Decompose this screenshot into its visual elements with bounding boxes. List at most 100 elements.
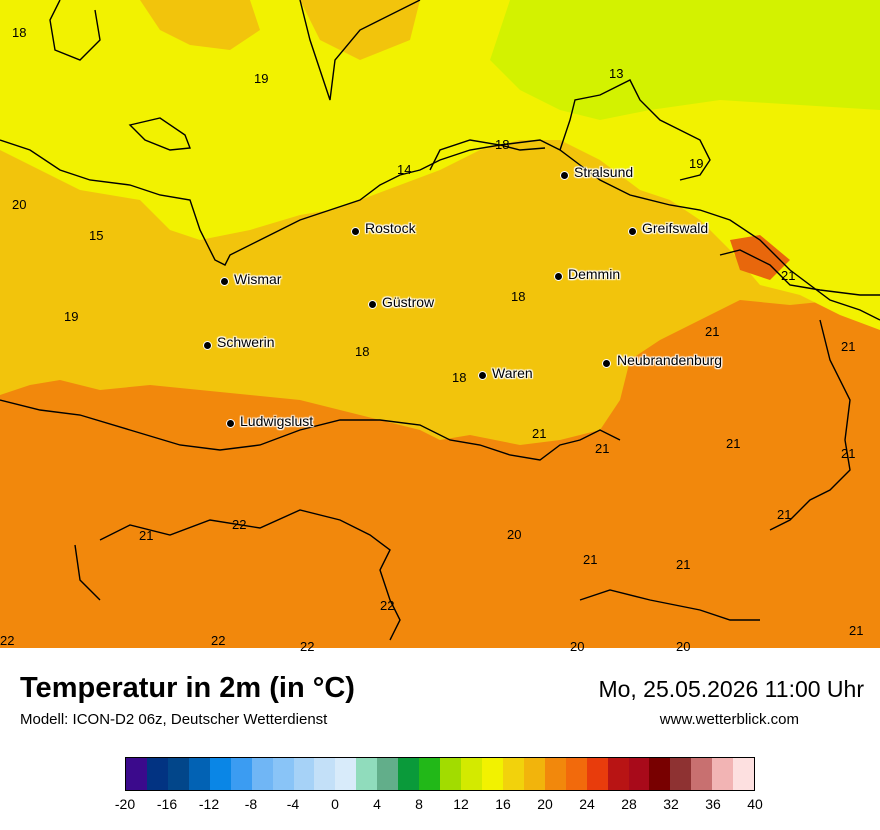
city-dot-schwerin <box>203 341 212 350</box>
coolest-zone <box>490 0 880 120</box>
legend-swatch <box>461 758 482 790</box>
city-dot-neubrandenburg <box>602 359 611 368</box>
legend-tick-label: -8 <box>244 796 258 812</box>
city-label-demmin: Demmin <box>568 266 621 282</box>
temp-value: 20 <box>507 527 522 542</box>
model-credit: Modell: ICON-D2 06z, Deutscher Wetterdie… <box>20 711 328 728</box>
legend-swatch <box>356 758 378 790</box>
city-dot-rostock <box>351 227 360 236</box>
legend-tick-label: 40 <box>747 796 763 812</box>
legend-swatch <box>586 758 608 790</box>
temp-value: 21 <box>583 552 598 567</box>
legend-swatch <box>293 758 315 790</box>
legend-swatch <box>272 758 294 790</box>
city-dot-stralsund <box>560 171 569 180</box>
legend-swatch <box>314 758 336 790</box>
legend-tick-label: 12 <box>453 796 469 812</box>
legend-swatch <box>398 758 420 790</box>
temp-value: 18 <box>495 137 510 152</box>
legend-tick-label: 8 <box>415 796 423 812</box>
temp-value: 22 <box>0 633 15 648</box>
website-link[interactable]: www.wetterblick.com <box>659 711 799 728</box>
city-dot-waren <box>478 371 487 380</box>
temp-value: 18 <box>12 25 27 40</box>
legend-tick-label: 36 <box>705 796 721 812</box>
legend-swatch <box>230 758 252 790</box>
city-label-rostock: Rostock <box>365 220 416 236</box>
temp-value: 20 <box>12 197 27 212</box>
legend-tick-label: 20 <box>537 796 553 812</box>
legend-swatch <box>712 758 734 790</box>
temp-value: 19 <box>64 309 79 324</box>
temp-value: 19 <box>254 71 269 86</box>
city-dot-greifswald <box>628 227 637 236</box>
coastlines <box>0 0 880 641</box>
temp-value: 22 <box>232 517 247 532</box>
temp-value: 21 <box>705 324 720 339</box>
temp-value: 19 <box>689 156 704 171</box>
legend-swatch <box>377 758 399 790</box>
temp-value: 22 <box>380 598 395 613</box>
temperature-map <box>0 0 880 648</box>
legend-swatch <box>607 758 629 790</box>
legend-tick-label: 24 <box>579 796 595 812</box>
legend-swatch <box>544 758 566 790</box>
legend-tick-label: -4 <box>286 796 300 812</box>
temp-value: 22 <box>300 639 315 654</box>
legend-tick-label: -20 <box>114 796 136 812</box>
city-dot-wismar <box>220 277 229 286</box>
forecast-datetime: Mo, 25.05.2026 11:00 Uhr <box>598 676 864 702</box>
legend-swatch <box>523 758 545 790</box>
temp-value: 20 <box>676 639 691 654</box>
city-label-schwerin: Schwerin <box>217 334 275 350</box>
legend-swatch <box>502 758 524 790</box>
map-title: Temperatur in 2m (in °C) <box>20 672 355 704</box>
temp-value: 18 <box>452 370 467 385</box>
legend-swatch <box>691 758 713 790</box>
city-label-stralsund: Stralsund <box>574 164 634 180</box>
temp-value: 21 <box>849 623 864 638</box>
legend-swatch <box>188 758 210 790</box>
temp-value: 21 <box>777 507 792 522</box>
temp-value: 21 <box>841 339 856 354</box>
legend-swatch <box>335 758 357 790</box>
map-canvas <box>0 0 880 648</box>
legend-tick-label: 32 <box>663 796 679 812</box>
temp-value: 18 <box>511 289 526 304</box>
temp-value: 21 <box>781 268 796 283</box>
temp-value: 21 <box>139 528 154 543</box>
temp-value: 18 <box>355 344 370 359</box>
city-label-neubrandenburg: Neubrandenburg <box>617 352 723 368</box>
legend-swatch <box>251 758 273 790</box>
legend-swatch <box>733 758 755 790</box>
legend-tick-label: 0 <box>331 796 339 812</box>
legend-tick-label: -12 <box>198 796 220 812</box>
legend-swatch <box>565 758 587 790</box>
city-dot-guestrow <box>368 300 377 309</box>
city-dot-demmin <box>554 272 563 281</box>
temp-value: 21 <box>726 436 741 451</box>
legend-tick-label: 4 <box>373 796 381 812</box>
legend-swatch <box>670 758 692 790</box>
legend-swatch <box>628 758 650 790</box>
legend-swatch <box>440 758 461 790</box>
legend-swatch <box>209 758 231 790</box>
temp-value: 21 <box>532 426 547 441</box>
city-label-wismar: Wismar <box>234 271 282 287</box>
legend-swatch <box>126 758 147 790</box>
legend-tick-label: 28 <box>621 796 637 812</box>
temp-value: 21 <box>676 557 691 572</box>
legend-tick-label: -16 <box>156 796 178 812</box>
hot-patch <box>730 235 790 280</box>
city-label-ludwigslust: Ludwigslust <box>240 413 314 429</box>
legend-swatch <box>167 758 189 790</box>
temp-value: 20 <box>570 639 585 654</box>
legend-swatch <box>649 758 671 790</box>
temp-value: 14 <box>397 162 412 177</box>
city-dot-ludwigslust <box>226 419 235 428</box>
temp-value: 13 <box>609 66 624 81</box>
city-label-waren: Waren <box>492 365 533 381</box>
legend-swatch <box>146 758 168 790</box>
mild-zone-north <box>140 0 420 60</box>
